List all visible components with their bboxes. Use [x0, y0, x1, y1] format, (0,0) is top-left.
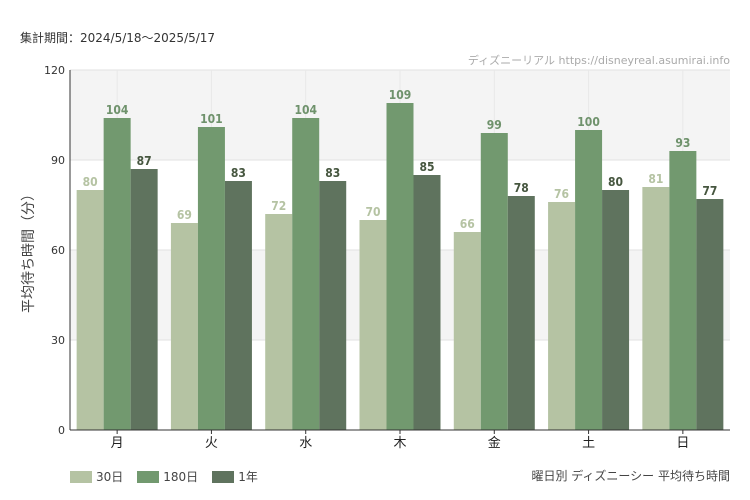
bar-value-label: 101 [200, 112, 223, 126]
bar-value-label: 104 [294, 103, 317, 117]
bar [413, 175, 441, 430]
bar [103, 118, 131, 430]
y-tick-label: 90 [51, 154, 65, 167]
legend-swatch [137, 470, 160, 483]
x-tick-label: 日 [676, 436, 689, 451]
bar [548, 202, 576, 430]
bar-value-label: 80 [608, 175, 623, 189]
bar-value-label: 83 [325, 166, 340, 180]
y-tick-label: 60 [51, 244, 65, 257]
bar-value-label: 70 [365, 205, 380, 219]
bar-value-label: 104 [106, 103, 129, 117]
x-tick-label: 水 [299, 436, 312, 451]
bar [359, 220, 387, 430]
bar [602, 190, 630, 430]
x-tick-label: 火 [205, 436, 218, 451]
bar [224, 181, 252, 430]
bar-value-label: 100 [577, 115, 600, 129]
bar [197, 127, 225, 430]
legend-item: 180日 [137, 468, 198, 485]
legend-label: 1年 [238, 470, 258, 484]
bar-value-label: 66 [460, 217, 475, 231]
y-tick-label: 0 [58, 424, 65, 437]
legend-label: 30日 [96, 470, 124, 484]
bar-value-label: 81 [648, 172, 663, 186]
bar [292, 118, 320, 430]
bar [669, 151, 697, 430]
x-tick-label: 金 [488, 435, 501, 451]
chart-title: 曜日別 ディズニーシー 平均待ち時間 [531, 469, 730, 483]
axes: 0 30 60 90 120 月 火 水 木 金 土 日 [44, 64, 730, 451]
bar [642, 187, 670, 430]
x-tick-label: 木 [393, 436, 406, 451]
period-label: 集計期間：2024/5/18〜2025/5/17 [20, 31, 216, 45]
bar-value-label: 77 [702, 184, 717, 198]
x-tick-label: 土 [582, 436, 595, 451]
legend: 30日 180日 1年 [70, 468, 258, 485]
y-axis-label: 平均待ち時間（分） [21, 187, 37, 313]
bar-value-label: 72 [271, 199, 286, 213]
bar-value-label: 85 [419, 160, 434, 174]
bar-value-label: 109 [389, 88, 412, 102]
bar [480, 133, 508, 430]
bar [453, 232, 481, 430]
bar-value-label: 93 [675, 136, 690, 150]
data-labels: 80 104 87 69 101 83 72 104 83 70 109 85 66 99 78 76 100 8… [83, 88, 718, 231]
y-tick-label: 30 [51, 334, 65, 347]
bar [386, 103, 414, 430]
bar [76, 190, 104, 430]
credit-text: ディズニーリアル https://disneyreal.asumirai.inf… [468, 53, 730, 67]
y-tick-label: 120 [44, 64, 65, 77]
bar-value-label: 83 [231, 166, 246, 180]
bar [507, 196, 535, 430]
x-tick-label: 月 [111, 436, 124, 451]
legend-swatch [70, 470, 92, 483]
legend-item: 30日 [70, 468, 123, 485]
legend-label: 180日 [163, 470, 199, 484]
bar [170, 223, 198, 430]
legend-item: 1年 [212, 468, 258, 485]
bar [575, 130, 603, 430]
bars [76, 103, 724, 430]
bar-value-label: 78 [514, 181, 529, 195]
bar-value-label: 99 [487, 118, 502, 132]
bar-value-label: 87 [137, 154, 152, 168]
bar [319, 181, 347, 430]
bar [265, 214, 293, 430]
bar [696, 199, 724, 430]
bar-value-label: 69 [177, 208, 192, 222]
bar-value-label: 76 [554, 187, 569, 201]
bar [130, 169, 158, 430]
legend-swatch [212, 470, 235, 483]
bar-value-label: 80 [83, 175, 98, 189]
